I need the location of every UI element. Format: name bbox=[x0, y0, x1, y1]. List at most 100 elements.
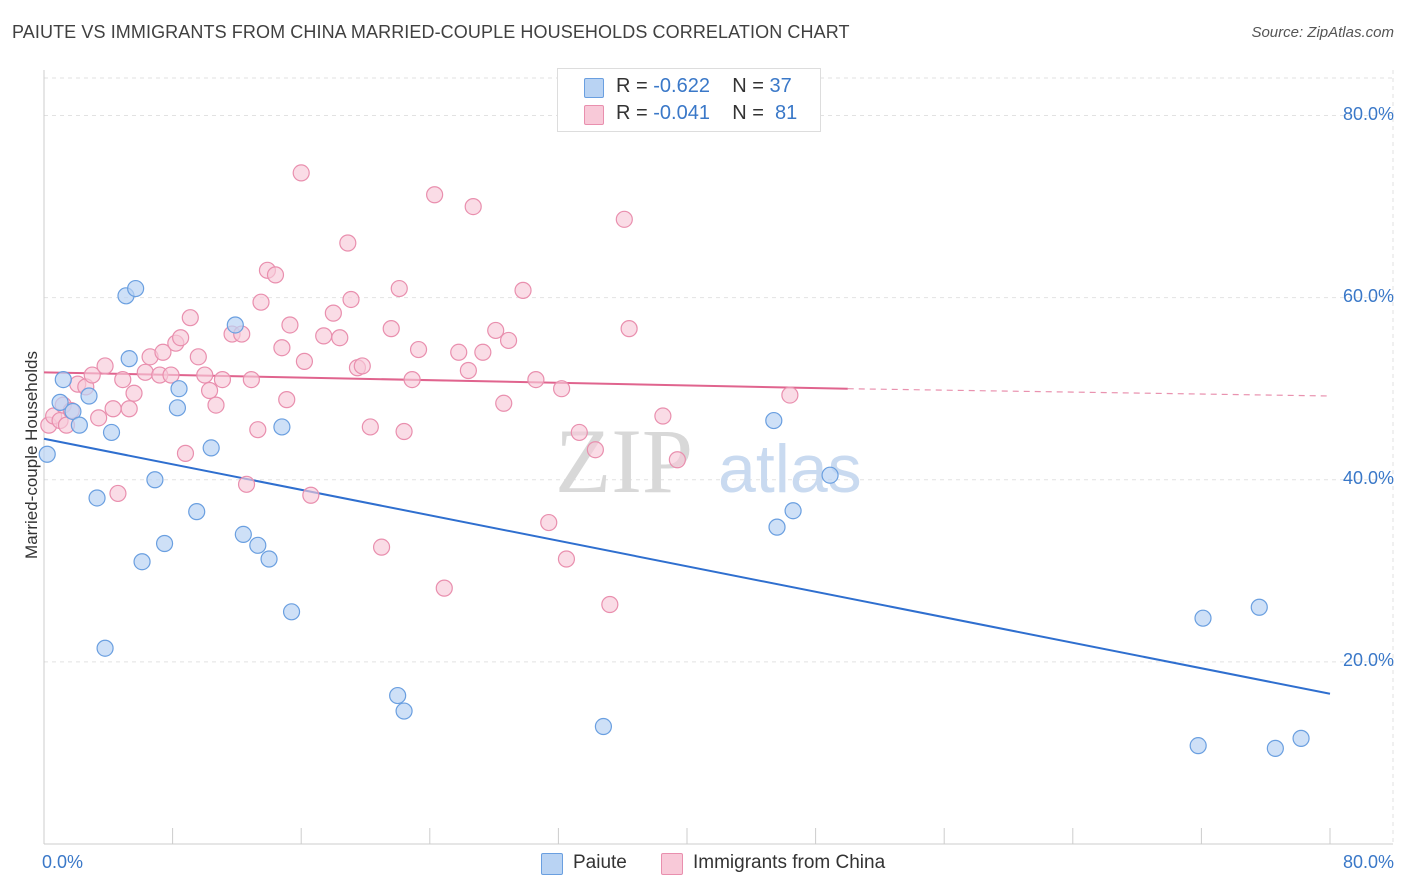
paiute-point bbox=[282, 603, 301, 621]
china-point bbox=[586, 441, 604, 459]
x-tick-label-min: 0.0% bbox=[42, 852, 84, 872]
china-point bbox=[403, 371, 421, 389]
china-point bbox=[90, 409, 108, 427]
china-point bbox=[620, 320, 638, 338]
china-point bbox=[553, 380, 571, 398]
china-point bbox=[154, 343, 172, 361]
source-label: Source: ZipAtlas.com bbox=[1251, 24, 1394, 41]
china-point bbox=[487, 321, 505, 340]
china-point bbox=[237, 475, 256, 493]
china-point bbox=[390, 279, 408, 298]
china-point bbox=[189, 348, 207, 366]
china-point bbox=[781, 386, 799, 404]
china-point bbox=[266, 266, 285, 284]
y-tick-label: 60.0% bbox=[1342, 285, 1394, 306]
bottom-paiute-swatch bbox=[541, 853, 563, 875]
paiute-point bbox=[389, 686, 407, 705]
china-point bbox=[83, 366, 101, 384]
china-point bbox=[557, 550, 576, 568]
paiute-point bbox=[54, 371, 72, 389]
paiute-point bbox=[146, 471, 164, 489]
china-point bbox=[213, 371, 232, 389]
china-point bbox=[295, 352, 314, 370]
paiute-point bbox=[202, 439, 220, 457]
paiute-point bbox=[1189, 737, 1207, 755]
paiute-point bbox=[120, 350, 138, 368]
paiute-point bbox=[88, 489, 106, 507]
china-point bbox=[514, 281, 532, 299]
paiute-point bbox=[784, 502, 802, 520]
china-point bbox=[615, 210, 633, 228]
chart-title: PAIUTE VS IMMIGRANTS FROM CHINA MARRIED-… bbox=[12, 22, 850, 42]
paiute-n-label: N = bbox=[732, 75, 770, 97]
china-point bbox=[450, 343, 468, 361]
china-point bbox=[249, 421, 267, 439]
china-point bbox=[96, 357, 114, 375]
china-point bbox=[109, 484, 127, 503]
china-point bbox=[281, 316, 299, 334]
y-tick-label: 80.0% bbox=[1342, 103, 1394, 124]
watermark-atlas: atlas bbox=[718, 431, 862, 507]
china-point bbox=[125, 384, 143, 402]
china-point bbox=[395, 422, 413, 441]
china-point bbox=[207, 396, 225, 414]
paiute-r-label: R = bbox=[616, 75, 654, 97]
china-point bbox=[459, 361, 477, 380]
paiute-point bbox=[821, 466, 839, 484]
paiute-point bbox=[155, 534, 174, 553]
china-point bbox=[200, 381, 219, 400]
paiute-point bbox=[188, 503, 206, 521]
paiute-point bbox=[38, 445, 56, 463]
bottom-china-label: Immigrants from China bbox=[693, 852, 886, 873]
paiute-point bbox=[70, 416, 88, 434]
paiute-point bbox=[127, 279, 145, 298]
china-point bbox=[409, 340, 428, 359]
paiute-point bbox=[102, 423, 121, 442]
paiute-point bbox=[249, 536, 267, 554]
paiute-point bbox=[260, 550, 278, 568]
paiute-point bbox=[168, 399, 187, 417]
china-point bbox=[372, 538, 391, 556]
china-point bbox=[474, 343, 492, 361]
china-point bbox=[196, 366, 214, 384]
china-point bbox=[120, 400, 138, 418]
paiute-point bbox=[234, 525, 252, 544]
paiute-point bbox=[765, 411, 783, 430]
x-tick-label-max: 80.0% bbox=[1342, 852, 1394, 872]
china-point bbox=[162, 366, 180, 384]
china-r-label: R = bbox=[616, 102, 654, 124]
paiute-point bbox=[170, 380, 188, 398]
china-point bbox=[654, 407, 672, 425]
paiute-point bbox=[1292, 729, 1310, 747]
china-point bbox=[315, 327, 333, 345]
china-point bbox=[181, 309, 199, 327]
y-axis-label: Married-couple Households bbox=[22, 351, 41, 559]
paiute-point bbox=[51, 393, 69, 411]
china-point bbox=[136, 363, 154, 381]
china-point bbox=[104, 400, 122, 418]
china-point bbox=[114, 371, 132, 389]
paiute-point bbox=[768, 518, 786, 536]
china-point bbox=[273, 339, 291, 357]
china-n-value: 81 bbox=[775, 102, 798, 124]
china-point bbox=[339, 234, 357, 252]
y-tick-label: 40.0% bbox=[1342, 467, 1394, 488]
china-n-label: N = bbox=[732, 102, 770, 124]
china-point bbox=[426, 186, 444, 204]
china-point bbox=[527, 371, 545, 389]
china-r-value: -0.041 bbox=[653, 102, 710, 124]
china-point bbox=[252, 293, 270, 311]
china-point bbox=[499, 331, 518, 350]
china-point bbox=[464, 197, 482, 216]
paiute-point bbox=[1250, 598, 1268, 616]
china-point bbox=[601, 595, 619, 614]
china-point bbox=[353, 357, 371, 375]
watermark: ZIP atlas bbox=[555, 410, 862, 512]
china-point bbox=[382, 320, 400, 338]
paiute-point bbox=[133, 553, 151, 571]
china-point bbox=[324, 304, 342, 322]
paiute-point bbox=[1266, 739, 1284, 757]
paiute-point bbox=[96, 639, 114, 657]
paiute-point bbox=[80, 387, 98, 405]
